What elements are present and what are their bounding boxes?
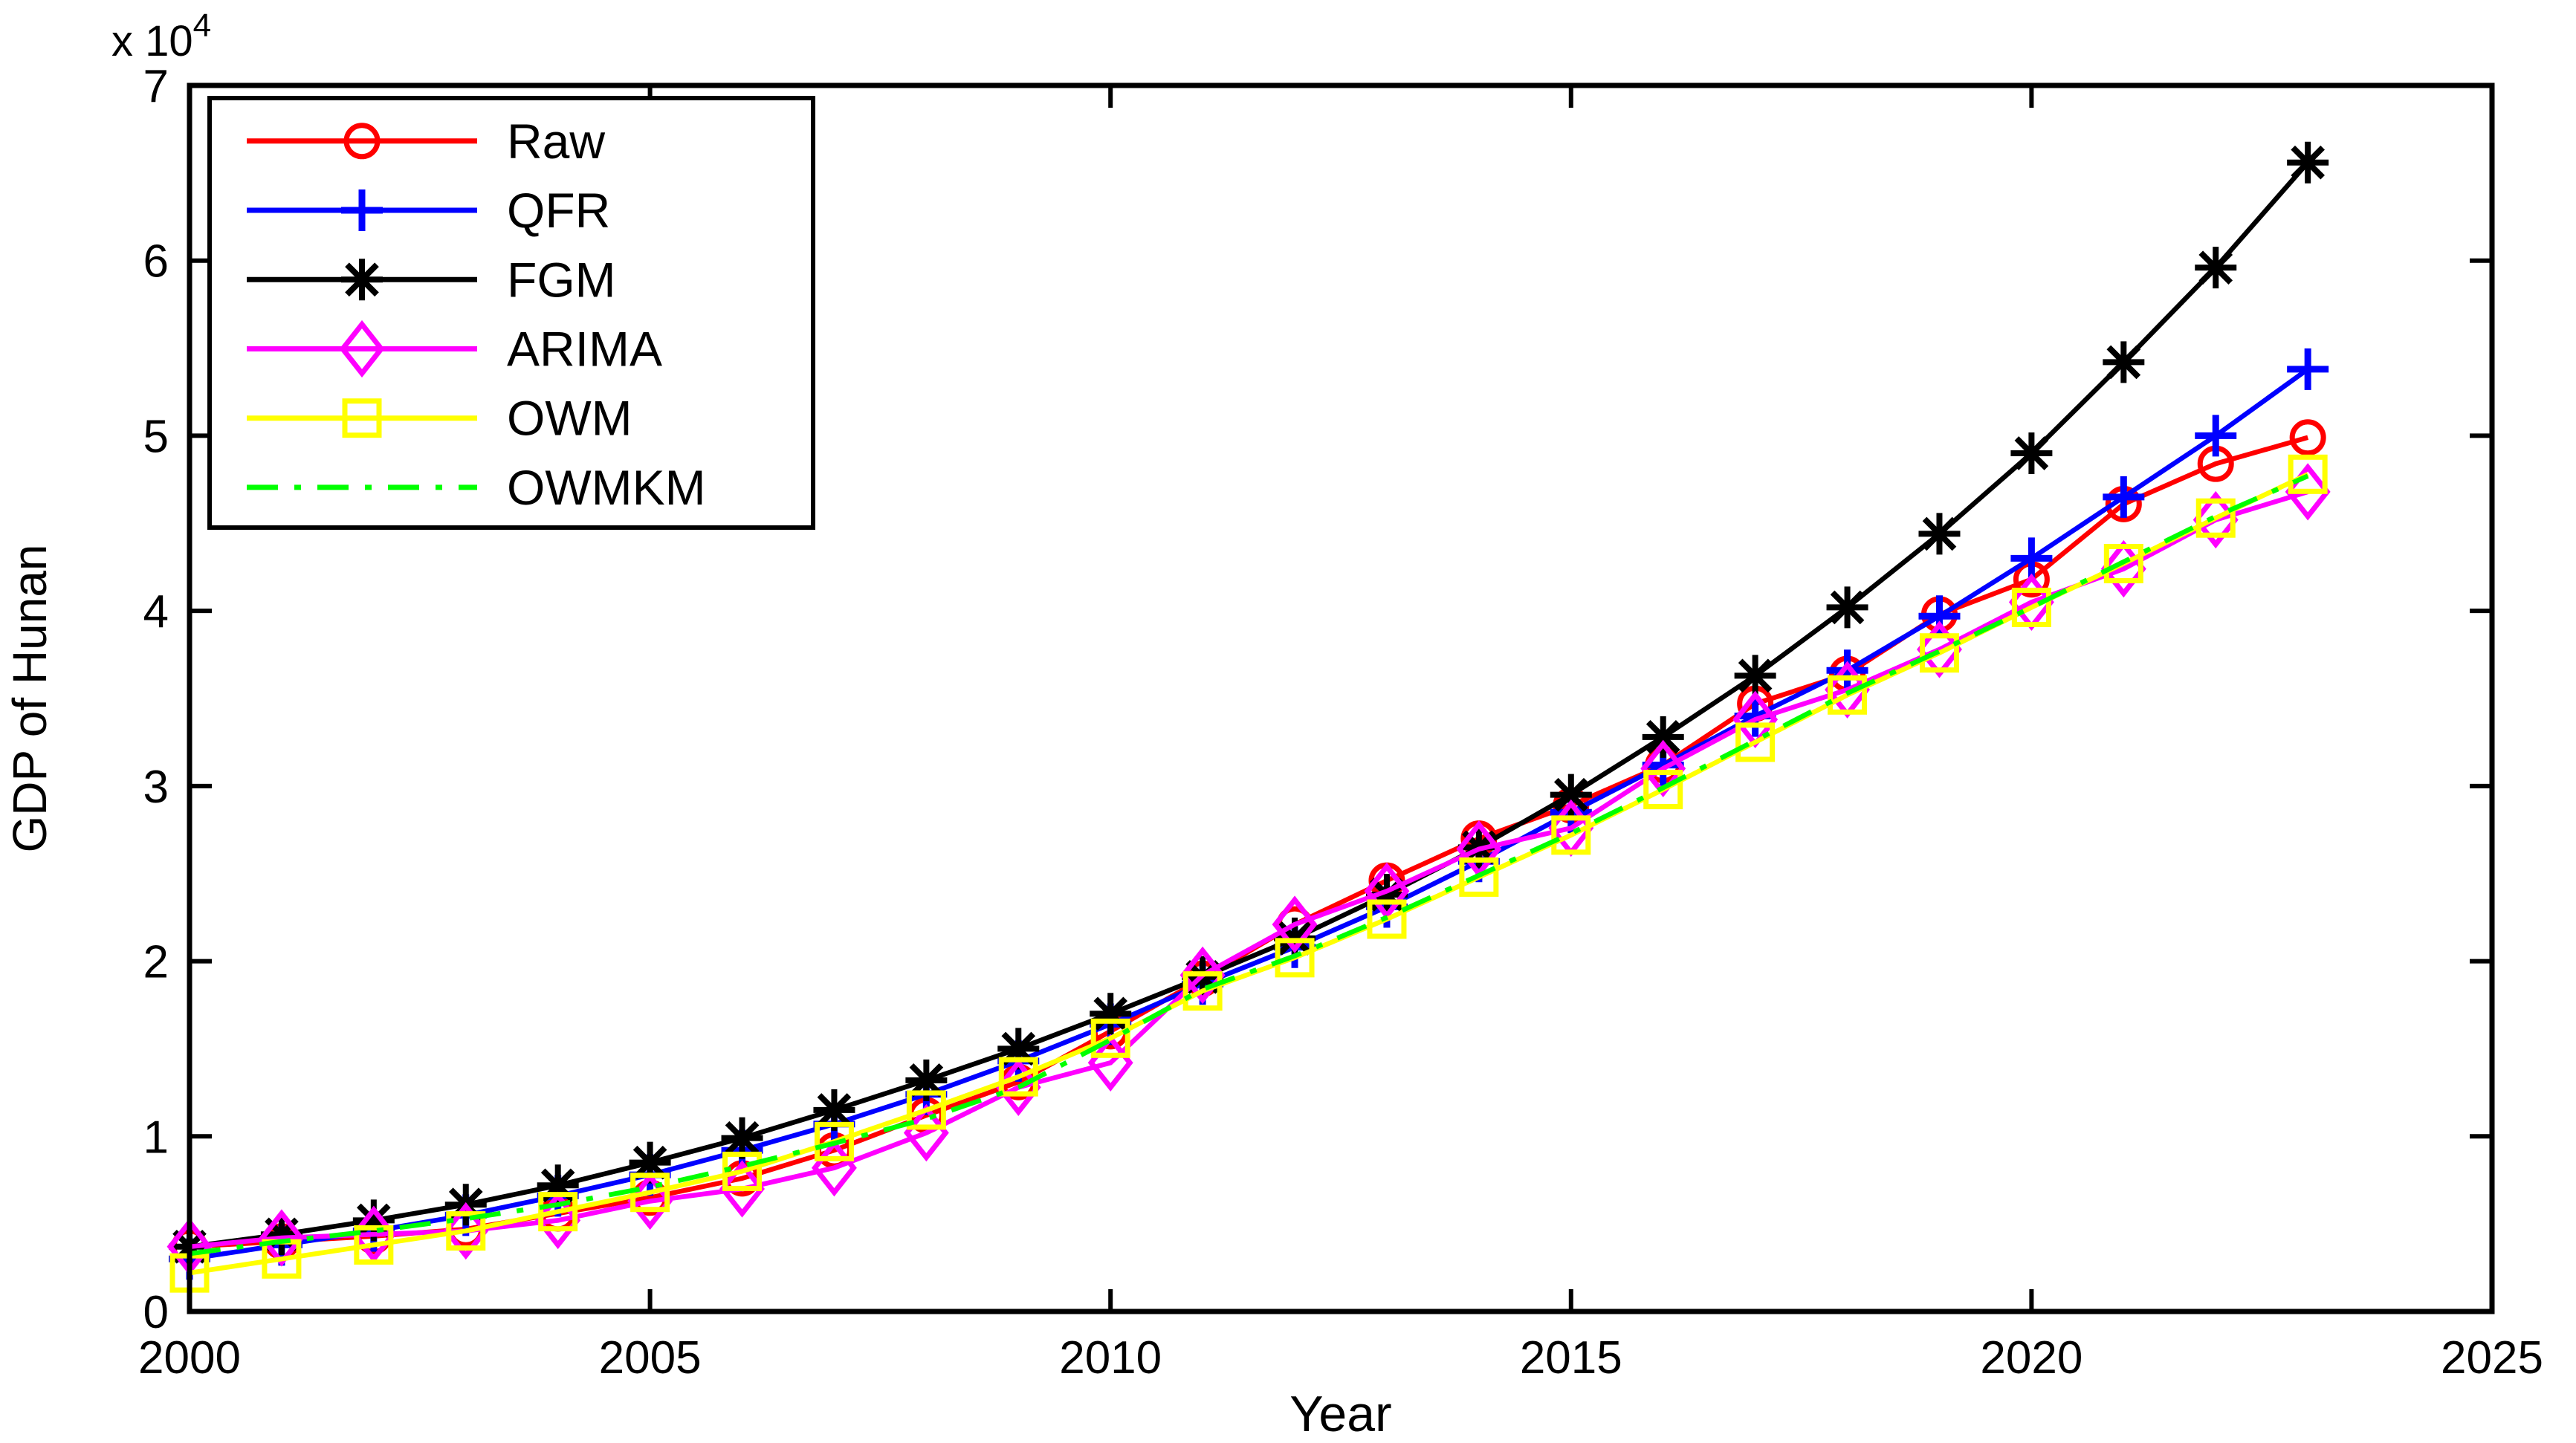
legend-item-raw: Raw [247,114,605,169]
series-owm [169,454,2328,1293]
legend-label: Raw [507,114,605,169]
legend-label: QFR [507,183,610,238]
y-tick-label: 3 [143,762,169,813]
y-tick-label: 5 [143,411,169,462]
series-owmkm [189,473,2309,1256]
y-tick-label: 7 [143,61,169,112]
series-markers-owm [169,454,2328,1293]
legend-box [207,96,815,530]
axes-layer: 2000 2005 2010 2015 2020 2025 0 1 2 3 4 5 6 7 [138,61,2543,1384]
x-tick-label: 2000 [138,1332,241,1384]
y-tick-label: 4 [143,586,169,638]
legend-item-owmkm: OWMKM [247,460,706,515]
legend: Raw QFR FGM ARIMA OWM OWMKM [207,96,815,530]
x-axis-title: Year [1289,1386,1391,1442]
y-tick-label: 0 [143,1287,169,1338]
series-line-arima [189,489,2309,1250]
legend-item-fgm: FGM [247,252,616,307]
y-axis-title: GDP of Hunan [3,544,56,852]
y-tick-label: 2 [143,937,169,988]
series-markers-raw [171,419,2326,1265]
x-tick-label: 2025 [2441,1332,2543,1384]
series-layer [166,141,2331,1293]
x-tick-label: 2020 [1980,1332,2083,1384]
legend-label: OWMKM [507,460,706,515]
x-tick-label: 2005 [599,1332,702,1384]
plot-border [187,82,2495,1314]
legend-label: FGM [507,252,616,307]
series-line-owmkm [189,473,2309,1256]
x-tick-label: 2010 [1059,1332,1162,1384]
y-tick-label: 1 [143,1112,169,1163]
y-axis-exponent: x 104 [111,7,211,65]
legend-item-qfr: QFR [247,183,610,238]
y-axis-exponent-text: x 104 [111,7,211,65]
legend-item-arima: ARIMA [247,320,662,378]
series-raw [171,419,2326,1265]
legend-label: OWM [507,391,632,446]
y-tick-label: 6 [143,236,169,288]
legend-label: ARIMA [507,321,662,376]
x-tick-label: 2015 [1520,1332,1622,1384]
legend-item-owm: OWM [247,391,632,446]
series-line-raw [189,435,2309,1250]
